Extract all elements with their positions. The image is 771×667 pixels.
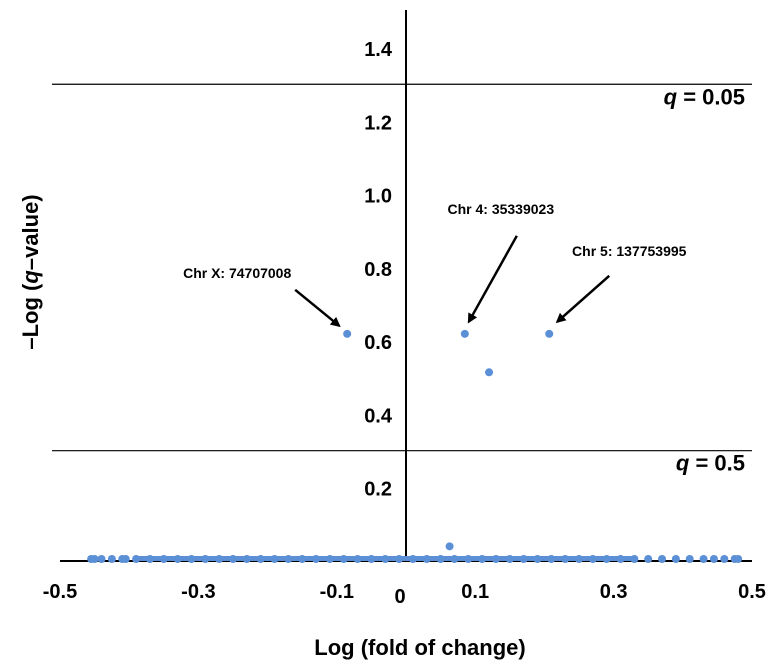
annotation-arrow: [467, 235, 518, 324]
tick-labels: -0.5 -0.3 -0.1 0 0.1 0.3 0.5 0.2 0.4 0.6 0.8 1.0 1.2…: [43, 39, 766, 608]
data-point: [658, 555, 667, 563]
data-point: [107, 555, 116, 563]
data-point: [121, 555, 130, 563]
y-axis-title-pre: –Log (: [18, 283, 43, 350]
annotations: Chr X: 74707008 Chr 4: 35339023 Chr 5: 137…: [183, 201, 687, 328]
x-tick-label: 0.3: [600, 581, 628, 603]
data-point: [485, 368, 494, 377]
x-tick-label: 0.5: [738, 581, 766, 603]
y-tick-label: 0.4: [364, 405, 393, 427]
data-point: [460, 329, 469, 338]
y-tick-label: 0.2: [364, 479, 392, 501]
dense-point-band: [136, 556, 635, 561]
data-point: [734, 555, 743, 563]
threshold-label: q = 0.05: [664, 84, 745, 109]
data-point: [699, 555, 708, 563]
data-point: [445, 542, 454, 551]
threshold-label: q = 0.5: [676, 451, 745, 476]
data-point: [97, 555, 106, 563]
y-tick-label: 0.6: [364, 332, 392, 354]
data-points: [87, 329, 743, 563]
data-point: [90, 555, 99, 563]
data-point: [343, 329, 352, 338]
data-point: [545, 329, 554, 338]
data-point: [644, 555, 653, 563]
x-axis-title: Log (fold of change): [314, 635, 525, 660]
annotation-arrow: [294, 288, 341, 328]
data-point: [709, 555, 718, 563]
data-point: [671, 555, 680, 563]
y-axis-title-italic: q: [18, 270, 43, 284]
x-tick-label: -0.3: [181, 581, 215, 603]
annotation-label: Chr X: 74707008: [183, 265, 291, 281]
y-tick-label: 1.2: [364, 112, 392, 134]
x-tick-label: -0.5: [43, 581, 77, 603]
data-point: [720, 555, 729, 563]
y-tick-label: 0.8: [364, 259, 392, 281]
y-axis-title-post: –value): [18, 194, 43, 270]
annotation-arrow: [555, 274, 611, 324]
x-tick-label: 0: [394, 586, 405, 608]
x-tick-label: 0.1: [461, 581, 489, 603]
axes: [60, 10, 752, 562]
threshold-lines: q = 0.05 q = 0.5: [52, 83, 752, 476]
annotation-label: Chr 4: 35339023: [447, 201, 554, 217]
data-point: [685, 555, 694, 563]
x-tick-label: -0.1: [320, 581, 354, 603]
y-tick-label: 1.0: [364, 186, 392, 208]
y-axis-title: –Log (q–value): [18, 194, 43, 349]
annotation-label: Chr 5: 137753995: [572, 243, 687, 259]
y-tick-label: 1.4: [364, 39, 393, 61]
